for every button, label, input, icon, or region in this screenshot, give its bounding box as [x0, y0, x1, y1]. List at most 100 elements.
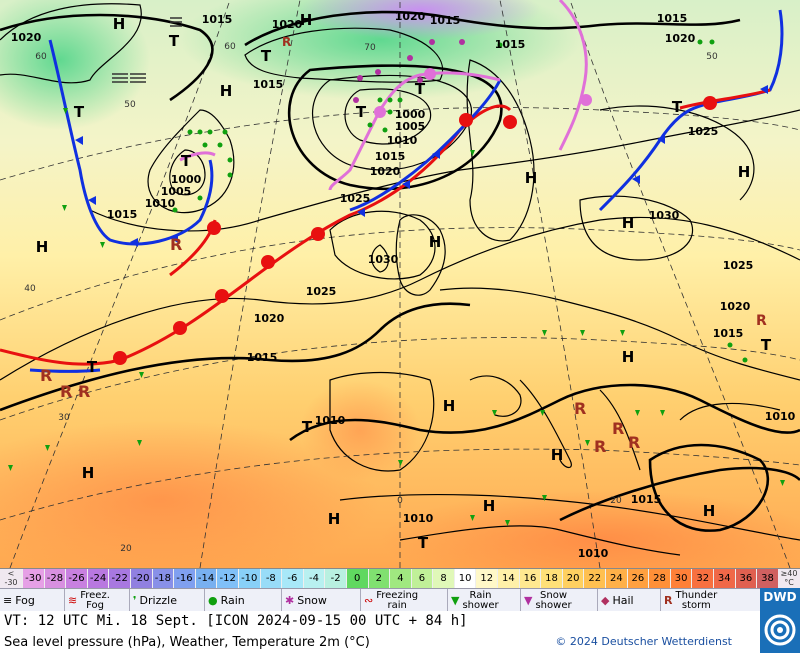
svg-text:R: R: [756, 313, 767, 329]
snow-shower-icon: ▼: [524, 594, 533, 607]
colorbar-cell: 6: [410, 569, 433, 589]
colorbar-cell: 0: [345, 569, 368, 589]
colorbar-cell: -6: [281, 569, 303, 589]
warm-area-africa: [380, 490, 800, 568]
hail-icon: ◆: [601, 594, 610, 607]
snow-symbols: [353, 39, 465, 103]
pressure-center: T: [302, 418, 313, 436]
isobar-label: 1010: [578, 547, 609, 560]
colorbar-cell: -16: [173, 569, 195, 589]
valid-time: VT: 12 UTC Mi. 18 Sept. [ICON 2024-09-15…: [4, 613, 468, 629]
fog-symbols: [112, 17, 182, 83]
central-europe-coast: [439, 287, 800, 381]
isobar-label: 1020: [665, 32, 696, 45]
isobar-label: 1000: [171, 173, 202, 186]
colorbar-cell: 10: [453, 569, 476, 589]
pressure-centers: H H H H H H H H H H H H H H H T T T T T T T T T T T: [36, 11, 772, 552]
isobar-label: 1015: [202, 13, 233, 26]
pressure-center: H: [483, 497, 496, 515]
colorbar-cell: 36: [734, 569, 757, 589]
ireland-coast: [371, 244, 389, 273]
pressure-center: T: [74, 103, 85, 121]
isobar-label: 1015: [107, 208, 138, 221]
legend-drizzle-label: Drizzle: [139, 593, 177, 607]
drizzle-icon: ❜: [133, 594, 137, 607]
colorbar-cell: -12: [216, 569, 238, 589]
colorbar-cell: 4: [389, 569, 411, 589]
isobar-label: 1000: [395, 108, 426, 121]
isobar-label: 1010: [387, 134, 418, 147]
isobar-label: 1020: [272, 18, 303, 31]
legend-freezing-fog-label: Freez. Fog: [80, 589, 110, 611]
precipitation-symbols: [8, 39, 785, 526]
legend-fog-label: Fog: [15, 593, 35, 607]
colorbar-cell: 30: [669, 569, 692, 589]
isobar-label: 1015: [253, 78, 284, 91]
colorbar-cell: 12: [475, 569, 498, 589]
isobar-label: 1025: [306, 285, 337, 298]
rain-icon: ●: [208, 594, 218, 607]
legend-rain-shower: ▼ Rain shower: [448, 589, 521, 612]
pressure-center: H: [113, 15, 126, 33]
colorbar-cell: 32: [691, 569, 713, 589]
pressure-center: H: [82, 464, 95, 482]
pressure-center: T: [415, 80, 426, 98]
front-symbols: [75, 68, 768, 365]
svg-text:R: R: [282, 35, 291, 49]
svg-text:R: R: [40, 366, 52, 385]
colorbar-end-value: ≥40: [780, 569, 798, 578]
colorbar-cell: -14: [194, 569, 217, 589]
isobar-label: 1015: [495, 38, 526, 51]
colorbar-cell: 14: [497, 569, 519, 589]
colorbar-cell: -26: [65, 569, 87, 589]
svg-text:R: R: [612, 419, 624, 438]
temperature-label: 50: [706, 52, 718, 62]
colorbar-cell: -28: [43, 569, 66, 589]
colorbar-cell: 8: [432, 569, 454, 589]
temperature-label: 60: [35, 52, 47, 62]
temperature-label: 30: [58, 413, 70, 423]
pressure-center: T: [169, 32, 180, 50]
pressure-center: T: [761, 336, 772, 354]
pressure-center: H: [622, 214, 635, 232]
temperature-contour-labels: 60 50 40 30 20 0 20 60 70 50: [24, 42, 718, 554]
isobar-label: 1020: [720, 300, 751, 313]
pressure-center: H: [525, 169, 538, 187]
svg-text:R: R: [574, 399, 586, 418]
legend-fog: ≡ Fog: [0, 589, 65, 612]
pressure-center: T: [672, 98, 683, 116]
colorbar-cell: -8: [259, 569, 282, 589]
colorbar-cell: -10: [237, 569, 260, 589]
colorbar-cell: 26: [626, 569, 649, 589]
scandinavia-coast: [466, 59, 535, 242]
legend-snow-shower: ▼ Snow shower: [521, 589, 598, 612]
thunderstorm-symbols: R R R R R R R R R R: [40, 35, 767, 456]
pressure-center: T: [87, 358, 98, 376]
temperature-label: 50: [124, 100, 136, 110]
italy-coast: [519, 379, 572, 469]
legend-rain-shower-label: Rain shower: [462, 589, 499, 611]
chart-footer: VT: 12 UTC Mi. 18 Sept. [ICON 2024-09-15…: [0, 611, 760, 653]
colorbar-end-label: ≥40 °C: [778, 569, 800, 589]
turkey-coast: [679, 402, 781, 421]
temperature-label: 40: [24, 284, 36, 294]
pressure-center: H: [36, 238, 49, 256]
pressure-center: T: [181, 152, 192, 170]
cold-area-greenland: [0, 0, 150, 130]
colorbar-cell: 18: [540, 569, 562, 589]
snow-icon: ✱: [285, 594, 295, 607]
legend-snow-label: Snow: [297, 593, 327, 607]
colorbar-cell: -18: [151, 569, 174, 589]
fog-icon: ≡: [3, 594, 13, 607]
temperature-label: 0: [397, 496, 403, 506]
isobar-label: 1020: [11, 31, 42, 44]
swirl-icon: [764, 614, 796, 646]
isobar-label: 1005: [161, 185, 192, 198]
svg-text:R: R: [60, 382, 72, 401]
isobar-label: 1015: [247, 351, 278, 364]
legend-rain: ● Rain: [205, 589, 282, 612]
colorbar-cell: 2: [367, 569, 390, 589]
pressure-center: H: [443, 397, 456, 415]
isobar-label: 1030: [649, 209, 680, 222]
